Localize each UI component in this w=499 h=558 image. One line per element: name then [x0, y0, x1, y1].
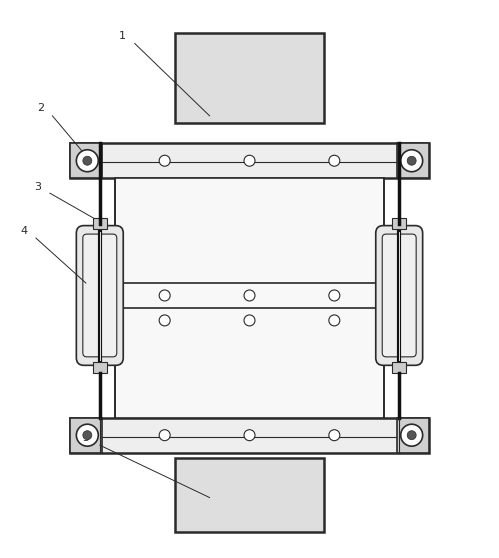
Circle shape	[401, 150, 423, 172]
Circle shape	[244, 315, 255, 326]
Circle shape	[76, 424, 98, 446]
Bar	[93, 218, 107, 229]
Circle shape	[401, 424, 423, 446]
Bar	[392, 362, 406, 373]
Circle shape	[244, 430, 255, 441]
Bar	[70, 418, 102, 453]
Circle shape	[159, 430, 170, 441]
Circle shape	[407, 156, 416, 165]
Text: 5: 5	[82, 432, 89, 442]
Bar	[70, 418, 429, 453]
Circle shape	[244, 290, 255, 301]
Bar	[70, 143, 102, 178]
Bar	[93, 362, 107, 373]
FancyBboxPatch shape	[376, 225, 423, 365]
Bar	[70, 143, 429, 178]
Circle shape	[76, 150, 98, 172]
Text: 2: 2	[37, 103, 44, 113]
Circle shape	[329, 290, 340, 301]
Circle shape	[83, 431, 92, 440]
Bar	[175, 33, 324, 123]
Bar	[175, 458, 324, 532]
Circle shape	[407, 431, 416, 440]
Bar	[392, 218, 406, 229]
Circle shape	[244, 155, 255, 166]
Circle shape	[159, 155, 170, 166]
Text: 4: 4	[20, 225, 27, 235]
FancyBboxPatch shape	[382, 234, 416, 357]
Bar	[397, 418, 429, 453]
Circle shape	[329, 315, 340, 326]
FancyBboxPatch shape	[76, 225, 123, 365]
Bar	[115, 178, 384, 418]
Circle shape	[329, 430, 340, 441]
Text: 1: 1	[119, 31, 126, 41]
Circle shape	[329, 155, 340, 166]
Circle shape	[159, 315, 170, 326]
Circle shape	[83, 156, 92, 165]
Text: 3: 3	[34, 182, 41, 192]
Bar	[397, 143, 429, 178]
Circle shape	[159, 290, 170, 301]
FancyBboxPatch shape	[83, 234, 117, 357]
